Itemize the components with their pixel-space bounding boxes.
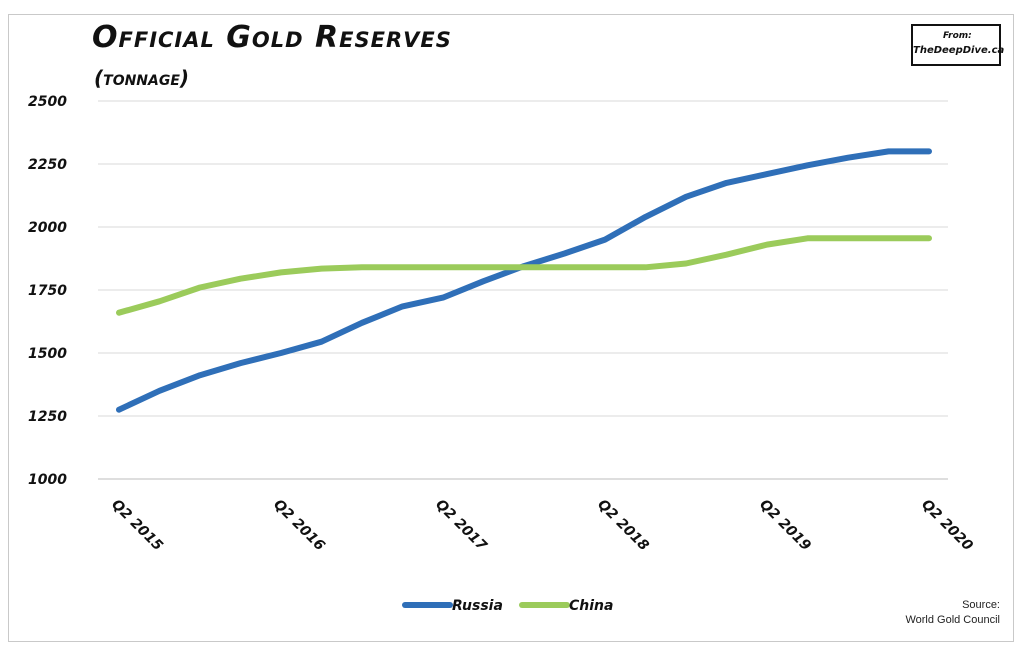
y-axis-ticks: 1000 1250 1500 1750 2000 2250 2500 xyxy=(28,94,67,488)
source-note: Source: World Gold Council xyxy=(905,598,1000,628)
x-tick-label: Q2 2018 xyxy=(594,497,652,555)
y-tick-label: 2250 xyxy=(28,157,67,173)
x-tick-label: Q2 2019 xyxy=(756,497,814,555)
x-tick-label: Q2 2015 xyxy=(108,497,166,555)
x-tick-label: Q2 2017 xyxy=(432,497,490,555)
source-badge: From: TheDeepDive.ca xyxy=(911,24,1005,66)
chart-title: Official Gold Reserves xyxy=(92,20,452,55)
y-tick-label: 1500 xyxy=(28,346,67,362)
legend: Russia China xyxy=(402,598,613,614)
chart-frame xyxy=(8,14,1014,642)
x-axis-ticks: Q2 2015 Q2 2016 Q2 2017 Q2 2018 Q2 2019 Q2 20… xyxy=(108,497,976,555)
badge-site-label: TheDeepDive.ca xyxy=(913,45,1005,56)
series-lines xyxy=(116,148,932,413)
legend-label-russia: Russia xyxy=(452,598,503,614)
source-name: World Gold Council xyxy=(905,614,1000,626)
y-tick-label: 2000 xyxy=(28,220,67,236)
series-line-china xyxy=(116,235,932,316)
legend-label-china: China xyxy=(569,598,613,614)
y-tick-label: 2500 xyxy=(28,94,67,110)
x-tick-label: Q2 2020 xyxy=(918,497,976,555)
chart-subtitle: (tonnage) xyxy=(94,66,190,90)
y-tick-label: 1000 xyxy=(28,472,67,488)
gridlines xyxy=(98,100,948,480)
badge-from-label: From: xyxy=(943,31,972,41)
x-tick-label: Q2 2016 xyxy=(270,497,328,555)
y-tick-label: 1250 xyxy=(28,409,67,425)
y-tick-label: 1750 xyxy=(28,283,67,299)
source-label: Source: xyxy=(962,599,1000,611)
